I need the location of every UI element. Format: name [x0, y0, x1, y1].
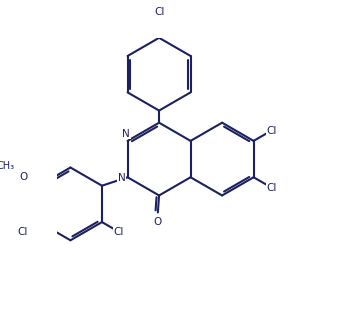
Text: CH₃: CH₃ [0, 161, 14, 171]
Text: Cl: Cl [154, 7, 164, 17]
Text: Cl: Cl [266, 183, 276, 192]
Text: N: N [118, 174, 126, 183]
Text: Cl: Cl [266, 126, 276, 135]
Text: Cl: Cl [17, 227, 27, 237]
Text: O: O [154, 217, 162, 227]
Text: O: O [19, 172, 27, 182]
Text: N: N [122, 129, 130, 139]
Text: Cl: Cl [114, 227, 124, 237]
